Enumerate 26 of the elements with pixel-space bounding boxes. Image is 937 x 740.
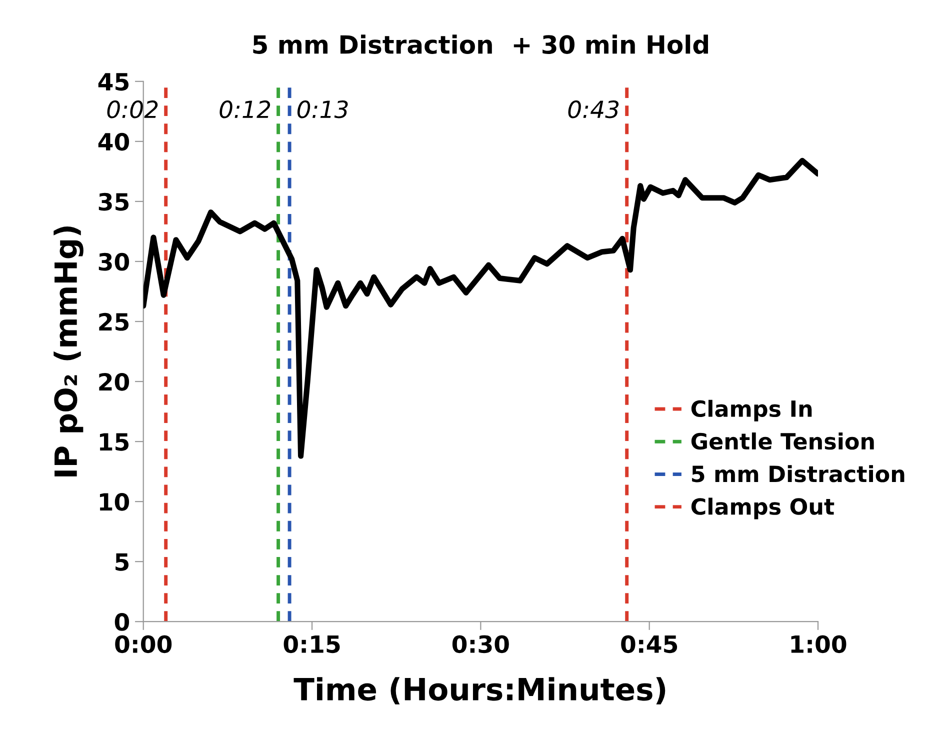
legend-label: Gentle Tension	[691, 432, 874, 450]
y-axis-title: IP pO₂ (mmHg)	[54, 226, 84, 476]
y-tick-label: 30	[98, 252, 130, 271]
y-tick-label: 0	[114, 613, 130, 631]
x-tick-label: 0:15	[284, 635, 340, 654]
annotation: 0:02	[107, 100, 158, 118]
y-tick-label: 5	[116, 553, 129, 571]
x-tick-label: 0:00	[115, 635, 172, 654]
legend-label: 5 mm Distraction	[692, 465, 904, 482]
x-tick-label: 1:00	[791, 635, 846, 654]
legend-label: Clamps Out	[691, 498, 834, 520]
y-tick-label: 40	[98, 132, 130, 151]
y-tick-label: 15	[100, 433, 129, 451]
y-tick-label: 20	[99, 372, 130, 391]
annotation: 0:13	[297, 100, 348, 118]
y-tick-label: 10	[100, 493, 130, 511]
chart-title: 5 mm Distraction + 30 min Hold	[253, 34, 708, 54]
y-tick-label: 35	[98, 192, 129, 211]
x-tick-label: 0:30	[452, 635, 509, 654]
annotation: 0:12	[220, 100, 270, 118]
annotation: 0:43	[568, 100, 619, 118]
y-tick-label: 25	[99, 312, 129, 331]
legend-label: Clamps In	[691, 400, 812, 422]
x-tick-label: 0:45	[621, 635, 678, 654]
y-tick-label: 45	[98, 73, 129, 91]
x-axis-title: Time (Hours:Minutes)	[294, 677, 666, 704]
